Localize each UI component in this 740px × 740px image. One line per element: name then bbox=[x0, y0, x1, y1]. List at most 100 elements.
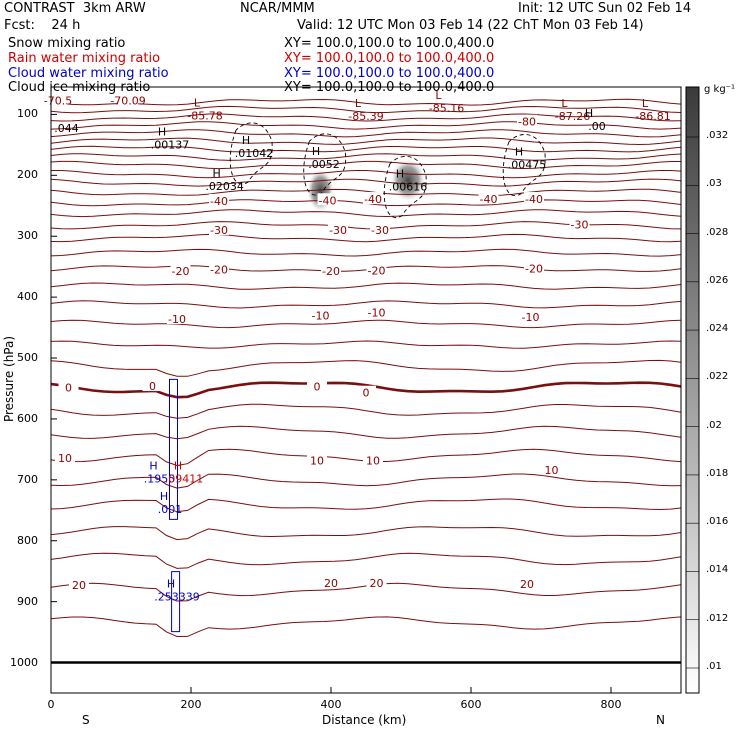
isotherm bbox=[51, 498, 681, 513]
isotherm-label: -40 bbox=[210, 195, 228, 208]
contour-label-bg bbox=[328, 223, 348, 236]
colorbar-tick-label: .026 bbox=[706, 274, 729, 286]
x-tick-label: 600 bbox=[460, 698, 482, 711]
isotherm-label: 10 bbox=[310, 454, 324, 467]
x-tick-label: 800 bbox=[600, 698, 622, 711]
colorbar-tick-label: .02 bbox=[706, 419, 722, 431]
contour-label-bg bbox=[58, 380, 79, 393]
extremum-marker: L bbox=[561, 97, 568, 110]
isotherm-label: -20 bbox=[322, 265, 340, 278]
isotherm bbox=[51, 425, 681, 440]
ice-extremum-marker: H bbox=[312, 145, 320, 158]
contour-label-bg bbox=[366, 305, 387, 318]
y-axis-label: Pressure (hPa) bbox=[2, 335, 17, 423]
isotherm-label: -70.09 bbox=[110, 94, 145, 107]
isotherm bbox=[51, 145, 681, 153]
ice-extremum-value: .01042 bbox=[235, 147, 274, 160]
extremum-value: -85.16 bbox=[429, 102, 464, 115]
extremum-marker: L bbox=[642, 97, 649, 110]
ice-extremum-marker: H bbox=[212, 167, 220, 180]
ice-extremum-marker: H bbox=[515, 146, 523, 159]
contour-label-bg bbox=[517, 576, 537, 589]
legend-cloud-water: Cloud water mixing ratio bbox=[8, 66, 169, 81]
isotherm bbox=[51, 340, 681, 349]
isotherm-label: 10 bbox=[366, 454, 380, 467]
isotherm-label: 20 bbox=[72, 579, 86, 592]
y-tick-label: 400 bbox=[17, 290, 38, 304]
isotherm-label: -30 bbox=[329, 224, 347, 237]
ice-extremum-marker: H bbox=[242, 134, 250, 147]
contour-label-bg bbox=[48, 93, 68, 106]
isotherm bbox=[51, 160, 681, 170]
colorbar-tick-label: .024 bbox=[706, 323, 729, 335]
isotherm bbox=[51, 98, 681, 106]
contour-label-bg bbox=[321, 263, 341, 276]
contour-label-bg bbox=[55, 450, 75, 463]
y-tick-label: 900 bbox=[17, 594, 38, 608]
colorbar-tick-label: .016 bbox=[706, 516, 729, 528]
cloud-water-contour bbox=[169, 378, 178, 520]
cloud-ice-contour bbox=[303, 133, 347, 196]
contour-label-bg bbox=[317, 193, 338, 206]
contour-label-bg bbox=[366, 263, 387, 276]
cloud-ice-contour bbox=[502, 134, 546, 197]
contour-label-bg bbox=[209, 193, 229, 206]
contour-label-bg bbox=[307, 453, 327, 466]
colorbar-tick-label: .018 bbox=[706, 467, 729, 479]
isotherm-label: -70.5 bbox=[44, 94, 72, 107]
isotherm bbox=[51, 552, 681, 569]
isotherm-label: -10 bbox=[368, 306, 386, 319]
extremum-marker: L bbox=[355, 97, 362, 110]
cloud-water-extremum-marker: H bbox=[167, 578, 175, 591]
isotherm bbox=[51, 248, 681, 257]
x-tick-label: 200 bbox=[180, 698, 202, 711]
contour-label-bg bbox=[478, 192, 499, 205]
ice-extremum-value: .0052 bbox=[308, 158, 340, 171]
x-axis-left-end: S bbox=[82, 713, 90, 727]
isotherm bbox=[51, 121, 681, 130]
extremum-value: -85.78 bbox=[187, 109, 222, 122]
isotherm-label: -30 bbox=[371, 224, 389, 237]
contour-label-bg bbox=[321, 575, 341, 588]
ice-extremum-value: .00 bbox=[588, 120, 606, 133]
contour-label-bg bbox=[209, 262, 229, 275]
y-tick-label: 300 bbox=[17, 229, 38, 243]
colorbar-tick-label: .012 bbox=[706, 612, 729, 624]
isotherm bbox=[51, 129, 681, 138]
isotherm bbox=[51, 170, 681, 179]
isotherm-label: -30 bbox=[571, 219, 589, 232]
cloud-water-contour bbox=[171, 571, 181, 633]
valid-time: Valid: 12 UTC Mon 03 Feb 14 (22 ChT Mon … bbox=[297, 18, 644, 33]
ice-extremum-marker: H bbox=[158, 126, 166, 139]
cloud-water-extremum-value: .253339 bbox=[154, 591, 200, 604]
rain-extremum-marker: H bbox=[174, 459, 182, 472]
contour-label-bg bbox=[118, 93, 138, 106]
contour-label-bg bbox=[569, 217, 590, 230]
isotherm-label: 10 bbox=[545, 464, 559, 477]
cloud-ice-contour bbox=[229, 122, 273, 185]
contour-label-bg bbox=[363, 192, 383, 205]
y-tick-label: 500 bbox=[17, 351, 38, 365]
isotherm bbox=[51, 282, 681, 290]
contour-label-bg bbox=[356, 385, 376, 398]
isotherm-label: -80 bbox=[518, 116, 536, 129]
isotherm-label: -20 bbox=[210, 264, 228, 277]
legend-snow: Snow mixing ratio bbox=[8, 36, 126, 51]
contour-label-bg bbox=[307, 379, 327, 392]
cloud-water-extremum-marker: H bbox=[160, 490, 168, 503]
legend-rain: Rain water mixing ratio bbox=[8, 51, 161, 66]
isotherm-label: 0 bbox=[65, 381, 72, 394]
y-tick-label: 100 bbox=[17, 107, 38, 121]
isotherm-label: -10 bbox=[312, 309, 330, 322]
contour-label-bg bbox=[310, 308, 331, 321]
isotherm-label: -20 bbox=[525, 262, 543, 275]
init-time: Init: 12 UTC Sun 02 Feb 14 bbox=[518, 1, 692, 16]
forecast-hour: Fcst: 24 h bbox=[4, 18, 81, 33]
isotherm-label: -40 bbox=[319, 194, 337, 207]
isotherm-label: 20 bbox=[370, 577, 384, 590]
colorbar-tick-label: .028 bbox=[706, 226, 729, 238]
ice-extremum-value: .00475 bbox=[508, 159, 547, 172]
y-tick-label: 1000 bbox=[10, 655, 38, 669]
isotherm-label: 0 bbox=[149, 380, 156, 393]
isotherm bbox=[51, 178, 681, 187]
